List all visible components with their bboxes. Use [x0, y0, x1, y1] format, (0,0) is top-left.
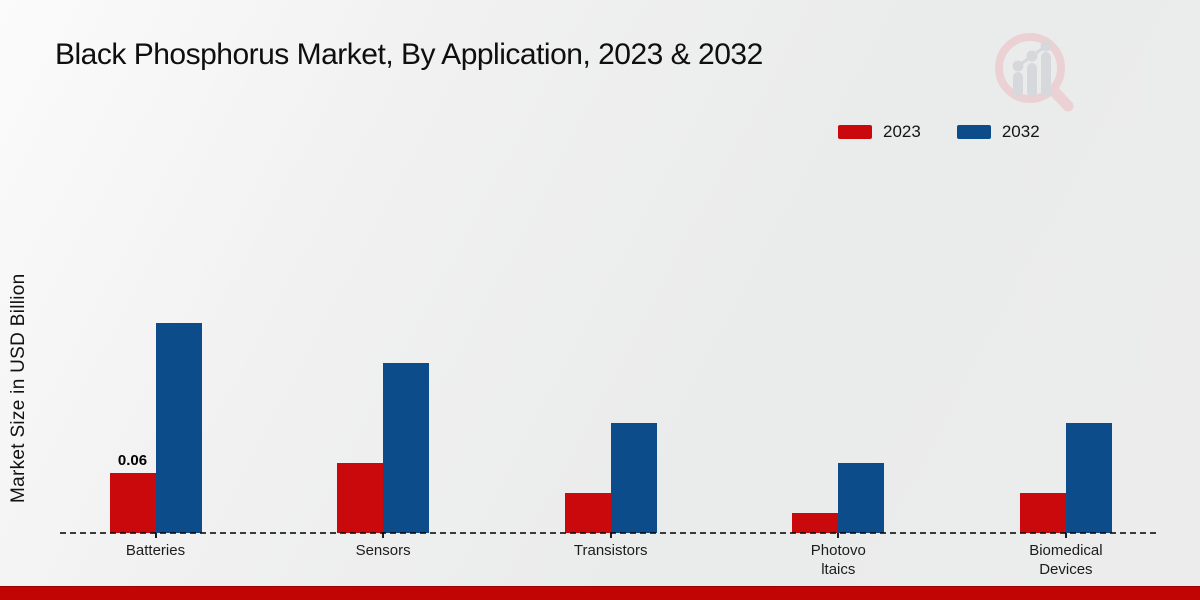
x-axis-tick — [382, 533, 385, 538]
zero-baseline — [60, 532, 1156, 534]
category-label: Transistors — [573, 542, 648, 559]
category-label: Photovo ltaics — [810, 542, 866, 578]
bar-2023-biomedical-devices — [1019, 493, 1066, 533]
chart-title: Black Phosphorus Market, By Application,… — [55, 38, 763, 71]
bar-2032-photovoltaics — [838, 463, 885, 533]
x-axis-tick — [609, 533, 612, 538]
magnifier-growth-chart-logo-icon — [995, 33, 1074, 112]
footer-accent-bar — [0, 586, 1200, 600]
bar-2032-biomedical-devices — [1065, 423, 1112, 533]
x-axis-tick — [1064, 533, 1067, 538]
bar-2032-sensors — [383, 363, 430, 533]
bar-value-label: 0.06 — [117, 452, 148, 469]
bar-2032-batteries — [155, 323, 202, 533]
x-axis-tick — [837, 533, 840, 538]
bar-2023-photovoltaics — [792, 513, 839, 533]
legend-label-2032: 2032 — [1001, 122, 1040, 141]
bar-2032-transistors — [610, 423, 657, 533]
legend-item-2032: 2032 — [956, 122, 1040, 142]
bar-2023-transistors — [564, 493, 611, 533]
bar-2023-batteries — [109, 473, 156, 533]
legend-swatch-2032-icon — [956, 125, 991, 139]
legend: 2023 2032 — [838, 122, 1040, 142]
bar-2023-sensors — [337, 463, 384, 533]
category-label: Batteries — [125, 542, 186, 559]
legend-label-2023: 2023 — [883, 122, 921, 141]
category-label: Sensors — [355, 542, 411, 559]
legend-item-2023: 2023 — [838, 122, 921, 142]
category-label: Biomedical Devices — [1029, 542, 1103, 578]
legend-swatch-2023-icon — [838, 125, 872, 139]
x-axis-tick — [154, 533, 157, 538]
